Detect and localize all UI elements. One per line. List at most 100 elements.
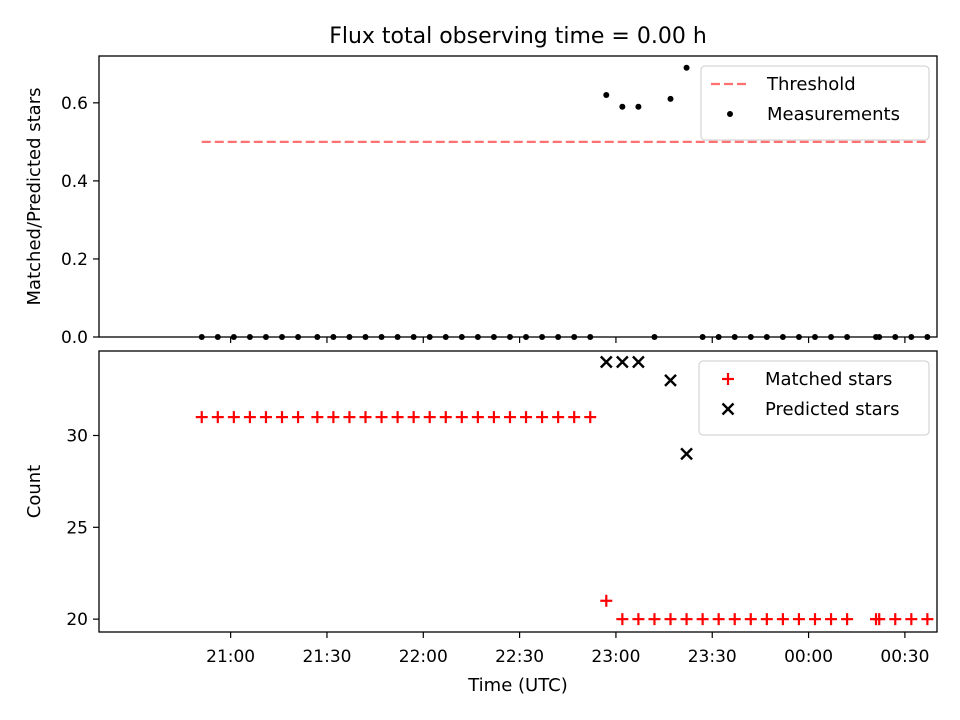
measurements-point (731, 334, 738, 340)
matched-stars-point (744, 613, 757, 626)
matched-stars-point (195, 411, 208, 424)
matched-stars-point (584, 411, 597, 424)
predicted-stars-point (632, 355, 645, 369)
measurements-point (587, 334, 594, 340)
legend-key-measurements (727, 111, 733, 117)
matched-stars-point (391, 411, 404, 424)
measurements-point (362, 334, 369, 340)
measurements-point (246, 334, 253, 340)
y-axis-label-ratio: Matched/Predicted stars (24, 88, 45, 306)
matched-stars-point (873, 613, 886, 626)
measurements-point (924, 334, 931, 340)
measurements-point (198, 334, 205, 340)
measurements-point (523, 334, 530, 340)
measurements-point (330, 334, 337, 340)
measurements-point (295, 334, 302, 340)
measurements-point (844, 334, 851, 340)
measurements-point (763, 334, 770, 340)
plot-frame-count (98, 350, 938, 633)
legend-label-matched-stars: Matched stars (765, 369, 892, 390)
measurements-point (811, 334, 818, 340)
matched-stars-point (808, 613, 821, 626)
x-tick-label: 00:30 (880, 647, 929, 667)
x-tick-label: 23:00 (591, 647, 640, 667)
measurements-point (214, 334, 221, 340)
matched-stars-point (680, 613, 693, 626)
matched-stars-point (712, 613, 725, 626)
matched-stars-point (648, 613, 661, 626)
legend-box-ratio (700, 65, 930, 141)
measurements-point (474, 334, 481, 340)
matched-stars-point (276, 411, 289, 424)
matched-stars-point (664, 613, 677, 626)
matched-stars-point (423, 411, 436, 424)
measurements-point (458, 334, 465, 340)
matched-stars-point (520, 411, 533, 424)
predicted-stars-point (664, 374, 677, 387)
matched-stars-point (841, 613, 854, 626)
measurements-point (490, 334, 497, 340)
measurements-point (876, 334, 883, 340)
x-tick-label: 23:30 (688, 647, 737, 667)
legend-box-count (698, 360, 930, 436)
matched-stars-point (487, 411, 500, 424)
y-tick-label-ratio: 0.0 (61, 328, 88, 348)
legend-label-predicted-stars: Predicted stars (765, 399, 899, 420)
measurements-point (603, 92, 610, 99)
matched-stars-point (327, 411, 340, 424)
legend-key-matched-stars (722, 373, 734, 385)
measurements-point (747, 334, 754, 340)
panel-ratio-plot: 0.0 0.2 0.4 0.6 Matched/Predicted stars Thres… (24, 55, 938, 348)
measurements-point (908, 334, 915, 340)
x-tick-label: 22:00 (399, 647, 448, 667)
x-tick-label: 00:00 (784, 647, 833, 667)
matched-stars-point (211, 411, 224, 424)
measurements-point (699, 334, 706, 340)
matched-stars-point (455, 411, 468, 424)
y-tick-label-count: 30 (66, 426, 88, 446)
matched-stars-point (568, 411, 581, 424)
matched-stars-point (536, 411, 549, 424)
matched-stars-point (760, 613, 773, 626)
predicted-stars-point (680, 447, 693, 461)
matched-stars-point (503, 411, 516, 424)
predicted-stars-point (599, 355, 613, 369)
measurements-point (279, 334, 286, 340)
matched-stars-point (343, 411, 356, 424)
matched-stars-point (311, 411, 324, 424)
matched-stars-point (292, 411, 305, 424)
matched-stars-point (227, 411, 240, 424)
measurements-point (555, 334, 562, 340)
matched-stars-point (600, 594, 613, 607)
matched-stars-point (375, 411, 388, 424)
measurements-point (314, 334, 321, 340)
legend-label-measurements: Measurements (767, 104, 900, 125)
measurements-point (892, 334, 899, 340)
measurements-point (394, 334, 401, 340)
matched-stars-point (905, 613, 918, 626)
measurements-point (571, 334, 578, 340)
matched-stars-point (632, 613, 645, 626)
matched-stars-point (825, 613, 838, 626)
measurements-point (635, 103, 642, 110)
legend-key-predicted-stars (721, 402, 735, 416)
measurements-point (506, 334, 513, 340)
measurements-point (442, 334, 449, 340)
y-tick-label-ratio: 0.2 (61, 250, 88, 270)
measurements-point (230, 334, 237, 340)
x-axis-label: Time (UTC) (467, 675, 568, 696)
y-tick-label-ratio: 0.4 (61, 172, 88, 192)
measurements-point (539, 334, 546, 340)
matched-stars-point (728, 613, 741, 626)
measurements-point (378, 334, 385, 340)
matched-stars-point (359, 411, 372, 424)
matched-stars-point (696, 613, 709, 626)
matched-stars-point (792, 613, 805, 626)
y-tick-label-count: 25 (66, 518, 88, 538)
measurements-point (426, 334, 433, 340)
measurements-point (779, 334, 786, 340)
x-tick-label: 21:00 (206, 647, 255, 667)
measurements-point (828, 334, 835, 340)
matched-stars-point (776, 613, 789, 626)
